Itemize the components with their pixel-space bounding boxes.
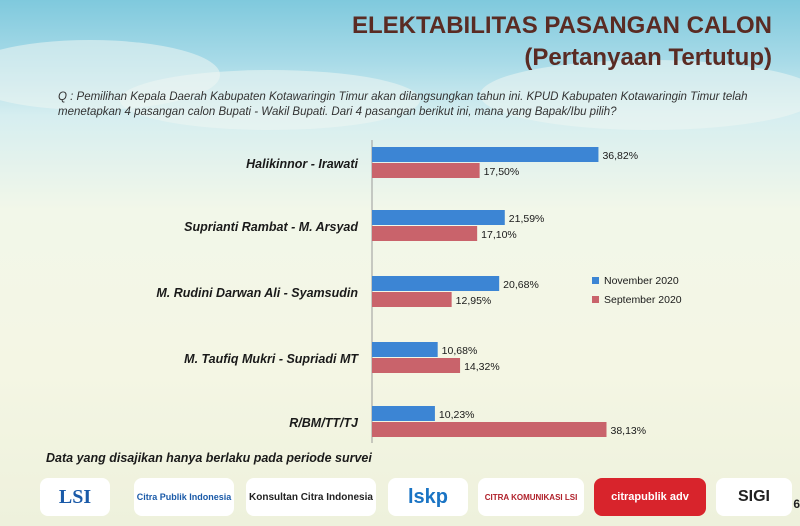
category-label: Halikinnor - Irawati [246,157,358,171]
category-label: Suprianti Rambat - M. Arsyad [184,220,358,234]
survey-question: Q : Pemilihan Kepala Daerah Kabupaten Ko… [58,91,748,118]
logo-citra-komunikasi-lsi: CITRA KOMUNIKASI LSI [478,478,584,516]
category-label: R/BM/TT/TJ [289,416,359,430]
data-label: 36,82% [602,150,638,162]
bar-september [372,292,452,307]
page-title: ELEKTABILITAS PASANGAN CALON [352,12,772,39]
logo-lskp: lskp [388,478,468,516]
cloud-decoration [480,60,800,130]
legend-label: September 2020 [604,294,682,306]
data-label: 20,68% [503,279,539,291]
logo-citrapublik-adv: citrapublik adv [594,478,706,516]
bar-september [372,422,607,437]
cloud-decoration [120,70,420,130]
bar-november [372,210,505,225]
data-label: 21,59% [509,213,545,225]
data-label: 10,23% [439,409,475,421]
bar-november [372,406,435,421]
bar-november [372,147,599,162]
legend-label: November 2020 [604,275,679,287]
footnote: Data yang disajikan hanya berlaku pada p… [46,451,372,465]
bar-september [372,358,461,373]
logo-sigi: SIGI [716,478,792,516]
data-label: 12,95% [456,295,492,307]
legend-swatch [592,296,599,303]
bar-september [372,163,480,178]
data-label: 17,10% [481,229,517,241]
category-label: M. Rudini Darwan Ali - Syamsudin [156,286,358,300]
bar-november [372,342,438,357]
legend-swatch [592,277,599,284]
page-subtitle: (Pertanyaan Tertutup) [524,44,772,71]
bar-september [372,226,478,241]
bar-chart: Halikinnor - Irawati 36,82% 17,50% Supriant… [156,140,682,443]
data-label: 14,32% [464,361,500,373]
bar-november [372,276,500,291]
data-label: 10,68% [442,345,478,357]
logo-konsultan-citra-indonesia: Konsultan Citra Indonesia [246,478,376,516]
logo-strip: LSI Citra Publik Indonesia Konsultan Cit… [0,470,800,526]
logo-lsi: LSI [40,478,110,516]
logo-citra-publik-indonesia: Citra Publik Indonesia [134,478,234,516]
data-label: 38,13% [610,425,646,437]
category-label: M. Taufiq Mukri - Supriadi MT [184,352,359,366]
page-number: 6 [793,497,800,511]
data-label: 17,50% [484,166,520,178]
